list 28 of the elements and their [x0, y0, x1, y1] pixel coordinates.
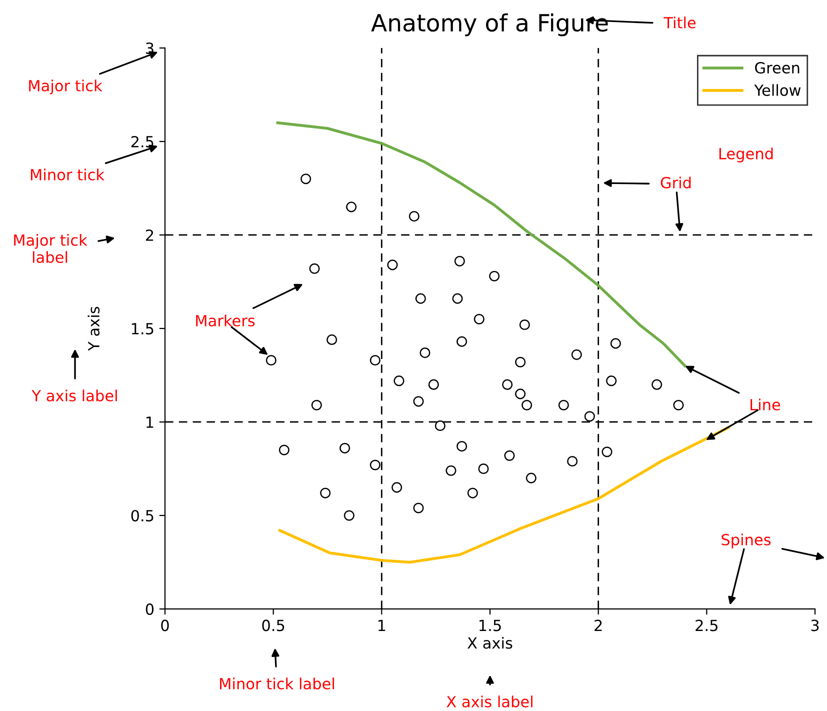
annotation: Legend [719, 148, 773, 162]
legend-label: Green [755, 62, 800, 74]
text: Minor tick [30, 168, 104, 180]
y-tick-label: 1.5 [132, 323, 154, 335]
y-tick-label: 1 [146, 416, 154, 428]
annotation: Line [750, 398, 780, 410]
x-tick-label: 2.5 [696, 620, 718, 632]
text: Y axis label [32, 390, 117, 402]
x-tick-label: 1 [378, 620, 386, 631]
text: Minor tick label [220, 678, 334, 690]
y-axis-title: Y axis [88, 306, 100, 351]
x-tick-label: 1.5 [480, 620, 501, 632]
x-tick-label: 2 [594, 620, 602, 631]
y-tick-label: 0 [146, 603, 154, 615]
annotation: Grid [660, 176, 691, 188]
text: X axis label [446, 696, 532, 708]
legend-label: Yellow [754, 84, 801, 96]
text: Major tick [29, 80, 102, 94]
text: Title [664, 16, 696, 28]
x-tick-label: 0.5 [262, 620, 284, 632]
text: Major tick label [14, 234, 88, 263]
x-tick-label: 3 [811, 620, 819, 632]
annotation: Markers [196, 314, 255, 326]
x-axis-title: X axis [467, 636, 512, 649]
annotation: Spines [722, 534, 771, 548]
y-tick-label: 0.5 [131, 510, 154, 522]
y-tick-label: 2 [146, 229, 154, 241]
x-tick-label: 0 [161, 620, 169, 632]
